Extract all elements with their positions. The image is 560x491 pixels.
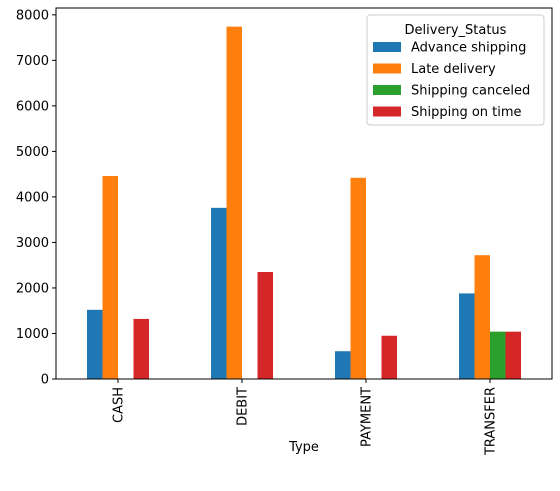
y-tick-label: 4000 [16,190,49,205]
legend-label: Advance shipping [411,41,526,56]
bar [226,26,242,379]
bar [102,175,118,379]
bar [490,331,506,379]
legend-label: Shipping on time [411,105,522,120]
y-tick-label: 8000 [16,8,49,23]
legend-frame [366,14,545,126]
bar [474,255,490,379]
x-tick-label: TRANSFER [484,387,499,456]
legend-swatch [373,42,401,52]
legend-label: Late delivery [411,62,496,77]
y-tick-label: 2000 [16,281,49,296]
bar [505,331,521,379]
y-tick-label: 0 [41,373,49,388]
y-tick-label: 7000 [16,54,49,69]
bar [381,335,397,379]
legend-items: Advance shipping Late delivery Shipping ca… [373,41,530,120]
y-tick-label: 1000 [16,327,49,342]
x-tick-label: CASH [112,387,127,423]
bar [211,207,227,379]
bar [335,351,351,379]
legend-title: Delivery_Status [405,23,507,38]
y-tick-label: 6000 [16,99,49,114]
legend-swatch [373,63,401,74]
x-axis-title: Type [288,440,319,455]
y-tick-label: 3000 [16,236,49,251]
bar [350,177,366,379]
x-tick-label: PAYMENT [360,387,375,447]
x-axis: CASH DEBIT PAYMENT TRANSFER [112,379,499,456]
bar [257,272,273,379]
bar [459,293,475,379]
bars-layer [87,26,521,379]
legend-label: Shipping canceled [411,84,530,99]
y-tick-label: 5000 [16,145,49,160]
legend-swatch [373,85,401,95]
x-tick-label: DEBIT [236,387,251,426]
bar [133,318,149,379]
legend: Delivery_Status Advance shipping Late del… [366,14,545,126]
legend-swatch [373,106,401,117]
plot-frame [55,7,553,380]
bar [87,309,103,379]
y-axis: 0 1000 2000 3000 4000 5000 6000 7000 8000 [16,8,56,388]
